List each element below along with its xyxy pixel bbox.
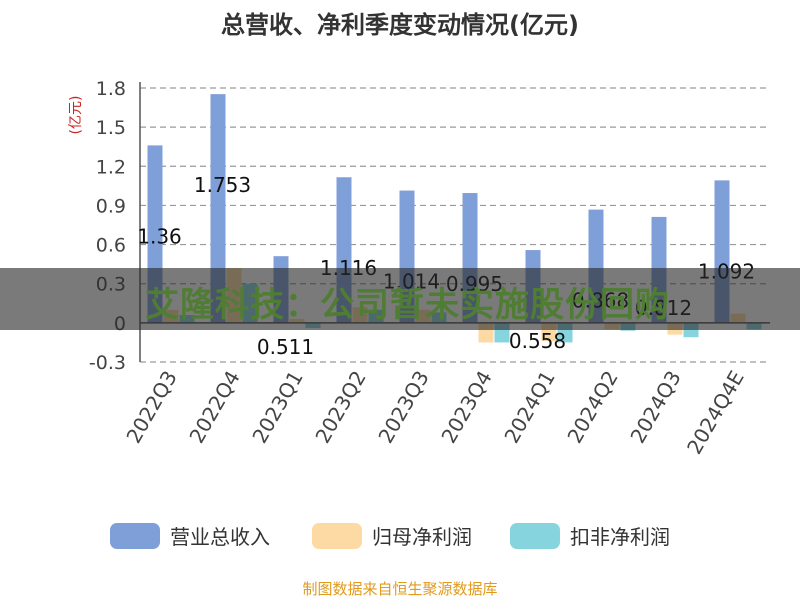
legend-swatch (312, 523, 362, 549)
chart-title: 总营收、净利季度变动情况(亿元) (221, 11, 579, 39)
legend-label: 营业总收入 (170, 525, 270, 549)
data-label: 1.753 (194, 173, 251, 197)
legend-swatch (110, 523, 160, 549)
x-tick-label: 2023Q4 (436, 367, 496, 448)
y-tick-label: 1.2 (96, 156, 126, 178)
x-tick-label: 2022Q4 (184, 367, 244, 448)
y-tick-label: 0.6 (96, 235, 126, 257)
x-tick-label: 2024Q1 (499, 367, 559, 448)
data-source-note: 制图数据来自恒生聚源数据库 (302, 580, 498, 598)
y-tick-label: 1.8 (96, 78, 126, 100)
legend-label: 归母净利润 (372, 525, 472, 549)
legend-swatch (510, 523, 560, 549)
y-axis-label: (亿元) (68, 96, 84, 135)
legend-label: 扣非净利润 (570, 525, 670, 549)
x-tick-label: 2023Q3 (373, 367, 433, 448)
x-tick-label: 2022Q3 (121, 367, 181, 448)
legend: 营业总收入 归母净利润 扣非净利润 (110, 523, 670, 549)
y-tick-label: 1.5 (96, 117, 126, 139)
x-tick-label: 2024Q2 (562, 367, 622, 448)
data-label: 0.558 (509, 329, 566, 353)
x-tick-label: 2024Q3 (625, 367, 685, 448)
watermark-banner (0, 268, 800, 330)
data-label: 1.36 (137, 224, 182, 248)
x-tick-label: 2023Q1 (247, 367, 307, 448)
bar-revenue (210, 94, 226, 323)
banner-text: 艾隆科技：公司暂未实施股份回购 (145, 285, 670, 325)
x-tick-label: 2023Q2 (310, 367, 370, 448)
y-tick-label: -0.3 (89, 352, 126, 374)
data-label: 0.511 (257, 335, 314, 359)
y-tick-label: 0.9 (96, 195, 126, 217)
x-tick-label: 2024Q4E (682, 367, 749, 459)
